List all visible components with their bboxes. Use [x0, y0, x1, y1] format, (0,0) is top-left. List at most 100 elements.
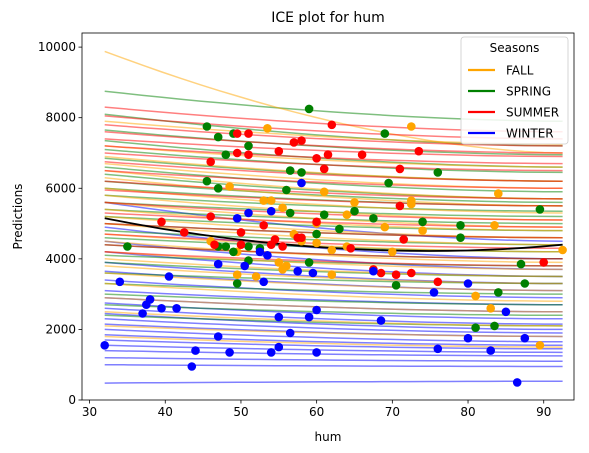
x-tick-label-90: 90 — [536, 405, 551, 419]
ice-curve-fall-20 — [104, 296, 563, 313]
ice-curve-fall-10 — [104, 208, 563, 232]
point-summer-3 — [297, 136, 306, 145]
x-tick-label-50: 50 — [233, 405, 248, 419]
ice-curve-winter-10 — [104, 307, 563, 325]
ice-curve-summer-4 — [104, 138, 563, 158]
point-spring-26 — [229, 247, 238, 257]
point-summer-6 — [312, 154, 321, 163]
point-spring-11 — [282, 185, 291, 195]
ice-curve-summer-15 — [104, 243, 563, 260]
point-summer-15 — [395, 201, 405, 211]
legend: Seasons FALL SPRING SUMMER WINTER — [460, 36, 569, 145]
point-summer-36 — [539, 258, 548, 267]
legend-label-winter: WINTER — [506, 127, 554, 141]
ice-curve-fall-2 — [104, 145, 563, 168]
point-spring-31 — [391, 281, 401, 290]
axes-frame — [81, 32, 575, 401]
point-summer-30 — [293, 233, 303, 242]
point-summer-11 — [232, 148, 242, 158]
point-spring-35 — [471, 323, 480, 333]
point-spring-3 — [244, 141, 253, 151]
ice-curve-winter-12 — [104, 318, 563, 334]
point-spring-4 — [221, 150, 231, 159]
ice-curve-fall-12 — [104, 222, 563, 246]
point-winter-23 — [285, 328, 295, 338]
point-summer-18 — [312, 217, 321, 227]
x-tick-label-60: 60 — [309, 405, 324, 419]
x-tick-label-70: 70 — [385, 405, 400, 419]
ice-curve-fall-19 — [104, 282, 563, 302]
ice-curve-winter-6 — [104, 279, 563, 299]
point-summer-16 — [206, 212, 215, 221]
point-fall-33 — [535, 341, 545, 350]
point-summer-8 — [357, 150, 367, 159]
point-winter-21 — [312, 305, 321, 315]
point-summer-26 — [399, 235, 409, 244]
point-summer-4 — [274, 146, 284, 156]
point-winter-29 — [274, 342, 284, 352]
point-summer-27 — [210, 240, 219, 249]
point-fall-26 — [232, 270, 242, 280]
ice-curve-winter-18 — [104, 349, 563, 357]
point-spring-7 — [297, 168, 306, 177]
point-spring-37 — [516, 259, 526, 269]
point-fall-30 — [558, 245, 567, 255]
ice-curve-winter-17 — [104, 344, 563, 354]
ice-curve-spring-22 — [104, 293, 563, 306]
point-winter-25 — [100, 341, 109, 350]
y-axis-ticks: 0 2000 4000 6000 8000 10000 — [38, 40, 82, 407]
point-winter-3 — [244, 208, 253, 218]
ice-curve-winter-20 — [104, 363, 563, 368]
point-fall-7 — [407, 199, 416, 209]
point-winter-6 — [213, 259, 223, 269]
point-summer-0 — [232, 129, 242, 138]
ice-curve-winter-21 — [104, 380, 563, 384]
ice-curve-spring-21 — [104, 282, 563, 295]
point-winter-9 — [308, 268, 318, 278]
x-axis-ticks: 30 40 50 60 70 80 90 — [82, 400, 551, 419]
ice-curve-summer-12 — [104, 212, 563, 228]
point-spring-17 — [456, 221, 465, 230]
point-fall-19 — [312, 238, 321, 248]
point-winter-0 — [297, 178, 306, 188]
point-spring-22 — [335, 224, 344, 234]
point-summer-35 — [433, 277, 443, 287]
point-spring-38 — [520, 279, 530, 288]
point-fall-32 — [486, 304, 496, 313]
ice-curve-winter-19 — [104, 356, 563, 362]
ice-curve-summer-8 — [104, 169, 563, 190]
point-winter-31 — [429, 288, 439, 297]
point-winter-13 — [164, 272, 174, 281]
point-spring-5 — [285, 166, 295, 175]
ice-curve-fall-23 — [104, 335, 563, 348]
point-summer-19 — [157, 217, 166, 227]
point-winter-12 — [115, 277, 125, 287]
point-winter-30 — [312, 348, 321, 357]
y-tick-label-10000: 10000 — [38, 40, 76, 54]
point-winter-19 — [274, 312, 284, 322]
y-axis-label: Predictions — [11, 184, 25, 250]
point-winter-35 — [486, 346, 496, 355]
point-fall-8 — [494, 189, 503, 198]
point-spring-1 — [213, 132, 223, 142]
point-fall-4 — [259, 196, 269, 205]
y-tick-label-2000: 2000 — [45, 322, 76, 336]
point-winter-1 — [266, 206, 276, 216]
point-spring-13 — [285, 208, 295, 218]
point-fall-5 — [266, 196, 276, 205]
point-fall-13 — [380, 222, 390, 232]
point-winter-8 — [293, 266, 303, 276]
point-summer-2 — [327, 120, 337, 130]
point-winter-2 — [232, 214, 242, 223]
point-summer-12 — [319, 164, 329, 174]
legend-label-spring: SPRING — [506, 85, 551, 99]
point-summer-14 — [414, 146, 424, 156]
point-spring-33 — [123, 242, 132, 251]
chart-title: ICE plot for hum — [271, 10, 385, 26]
ice-curve-summer-7 — [104, 161, 563, 182]
point-spring-8 — [380, 129, 390, 138]
point-winter-27 — [225, 348, 234, 357]
legend-frame — [460, 36, 569, 145]
point-fall-3 — [319, 187, 329, 197]
